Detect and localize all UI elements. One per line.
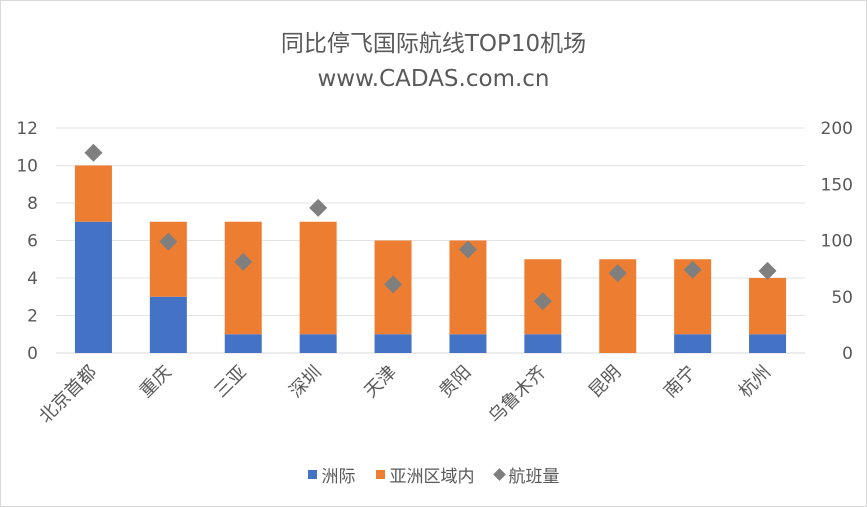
legend-diamond-flights-icon bbox=[492, 468, 506, 481]
legend-label-intercontinental: 洲际 bbox=[321, 467, 356, 487]
x-tick-label: 杭州 bbox=[735, 362, 775, 402]
x-tick-label: 北京首都 bbox=[35, 362, 101, 428]
marker-flights bbox=[683, 260, 702, 279]
bar-asia-regional bbox=[299, 221, 337, 335]
marker-flights bbox=[384, 275, 403, 294]
marker-flights bbox=[758, 261, 777, 280]
x-tick-label: 天津 bbox=[360, 362, 400, 402]
x-tick-label: 昆明 bbox=[585, 362, 625, 402]
y-left-tick-label: 8 bbox=[27, 194, 38, 214]
legend-item-flights: 航班量 bbox=[492, 462, 560, 487]
marker-flights bbox=[458, 240, 477, 259]
y-right-tick-label: 150 bbox=[821, 175, 853, 195]
marker-flights bbox=[234, 252, 253, 271]
bar-intercontinental bbox=[74, 221, 112, 353]
y-right-tick-label: 50 bbox=[831, 288, 853, 308]
x-tick-label: 南宁 bbox=[660, 362, 700, 402]
marker-flights bbox=[159, 232, 178, 251]
bar-asia-regional bbox=[749, 278, 787, 335]
x-tick-label: 重庆 bbox=[136, 362, 176, 402]
legend-item-intercontinental: 洲际 bbox=[307, 462, 356, 487]
chart-subtitle: www.CADAS.com.cn bbox=[317, 66, 550, 92]
x-tick-label: 三亚 bbox=[210, 362, 250, 402]
marker-flights bbox=[84, 143, 103, 162]
bar-intercontinental bbox=[749, 334, 787, 353]
bar-intercontinental bbox=[674, 334, 712, 353]
legend-swatch-intercontinental bbox=[307, 470, 317, 479]
y-left-tick-label: 10 bbox=[16, 157, 38, 177]
marker-flights bbox=[309, 198, 328, 217]
legend-label-asia-regional: 亚洲区域内 bbox=[389, 467, 475, 487]
chart-legend: 洲际 亚洲区域内 航班量 bbox=[0, 462, 867, 487]
y-left-tick-label: 4 bbox=[27, 269, 38, 289]
bar-intercontinental bbox=[149, 296, 187, 353]
y-left-tick-label: 2 bbox=[27, 307, 38, 327]
marker-flights bbox=[533, 292, 552, 311]
y-right-tick-label: 0 bbox=[842, 344, 853, 364]
y-right-tick-label: 200 bbox=[821, 119, 853, 139]
x-tick-label: 深圳 bbox=[285, 362, 325, 402]
legend-swatch-asia-regional bbox=[375, 470, 385, 479]
bar-intercontinental bbox=[374, 334, 412, 353]
legend-item-asia-regional: 亚洲区域内 bbox=[375, 462, 475, 487]
y-left-tick-label: 12 bbox=[16, 119, 38, 139]
y-left-tick-label: 6 bbox=[27, 232, 38, 252]
bar-intercontinental bbox=[299, 334, 337, 353]
bar-intercontinental bbox=[224, 334, 262, 353]
x-tick-label: 贵阳 bbox=[435, 362, 475, 402]
chart-title: 同比停飞国际航线TOP10机场 bbox=[280, 31, 587, 57]
bar-asia-regional bbox=[224, 221, 262, 335]
bar-asia-regional bbox=[74, 165, 112, 222]
marker-flights bbox=[608, 264, 627, 283]
y-right-tick-label: 100 bbox=[821, 232, 853, 252]
bar-intercontinental bbox=[449, 334, 487, 353]
x-tick-label: 乌鲁木齐 bbox=[485, 362, 551, 428]
legend-label-flights: 航班量 bbox=[508, 467, 560, 487]
y-left-tick-label: 0 bbox=[27, 344, 38, 364]
bar-intercontinental bbox=[524, 334, 562, 353]
